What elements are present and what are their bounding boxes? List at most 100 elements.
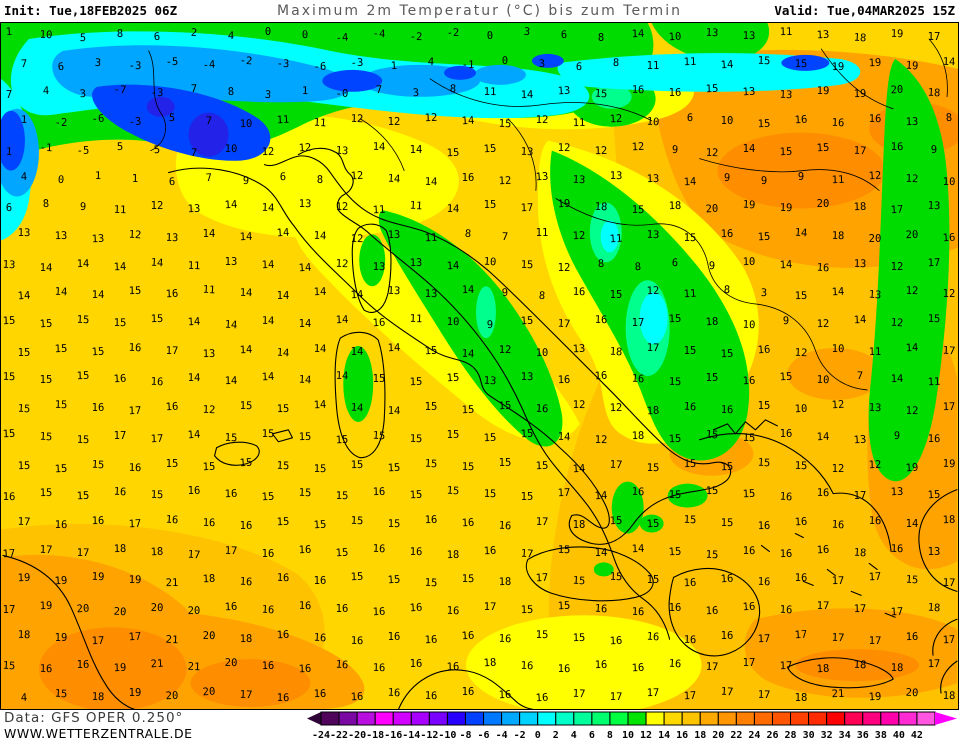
temp-value: 14 — [54, 285, 68, 299]
aegean-coastline — [698, 433, 892, 553]
temp-value: 8 — [612, 56, 620, 69]
temp-value: 16 — [261, 603, 275, 617]
temp-value: 16 — [313, 575, 327, 588]
temp-value: 15 — [609, 289, 623, 302]
italy-coastline — [168, 155, 732, 545]
temp-value: 13 — [890, 485, 904, 499]
temp-value: 11 — [609, 232, 623, 246]
temp-value: 16 — [794, 113, 808, 127]
temp-value: 14 — [461, 284, 475, 297]
temp-value: 18 — [853, 31, 867, 45]
svg-text:-20: -20 — [348, 730, 366, 741]
temp-value: 19 — [905, 59, 919, 73]
temp-value: 17 — [609, 690, 623, 704]
temp-value: -4 — [372, 27, 386, 41]
temp-value: 8 — [723, 284, 731, 297]
temp-value: 18 — [572, 518, 586, 531]
temp-value: 15 — [350, 571, 364, 584]
temp-value: 12 — [572, 398, 586, 412]
svg-text:18: 18 — [694, 730, 706, 741]
temp-value: 16 — [313, 687, 327, 701]
temp-value: 12 — [594, 144, 608, 157]
temp-value: 14 — [794, 226, 808, 240]
temp-value: 7 — [501, 230, 509, 243]
temp-value: 19 — [128, 687, 142, 700]
temp-value: 19 — [54, 631, 68, 644]
temp-value: 16 — [387, 630, 401, 643]
temp-value: 14 — [683, 175, 697, 188]
temp-value: 16 — [424, 633, 438, 646]
svg-text:-2: -2 — [514, 730, 526, 741]
temp-value: 18 — [646, 404, 660, 418]
temp-value: 6 — [279, 170, 287, 183]
temp-value: 14 — [424, 175, 438, 188]
temp-value: 9 — [708, 259, 716, 272]
temp-value: 16 — [631, 605, 645, 619]
temp-value: 15 — [631, 204, 645, 217]
temp-value: 16 — [668, 602, 682, 614]
svg-text:10: 10 — [622, 730, 634, 741]
temp-value: 12 — [890, 260, 904, 273]
temp-value: 16 — [113, 485, 127, 499]
temp-value: 15 — [779, 370, 793, 384]
temp-value: 15 — [609, 571, 623, 584]
temp-value: 15 — [705, 428, 719, 442]
temp-value: 12 — [557, 141, 571, 154]
temp-value: 13 — [705, 26, 719, 40]
temp-value: 15 — [742, 487, 756, 501]
svg-text:-14: -14 — [402, 730, 420, 741]
website-label: WWW.WETTERZENTRALE.DE — [4, 726, 193, 741]
svg-text:32: 32 — [821, 730, 833, 741]
temp-value: 19 — [17, 572, 31, 585]
temp-value: 11 — [424, 231, 438, 245]
chalkidiki-coastline — [712, 419, 778, 435]
temp-value: -2 — [239, 54, 253, 68]
temp-value: 18 — [831, 229, 845, 243]
temp-value: 7 — [190, 83, 198, 96]
temp-value: -2 — [446, 26, 460, 40]
temp-value: 13 — [572, 173, 586, 186]
temp-value: 18 — [594, 200, 608, 214]
temp-value: 15 — [150, 488, 164, 502]
temp-value: 17 — [187, 548, 201, 562]
temp-value: 14 — [91, 289, 105, 302]
svg-text:6: 6 — [589, 730, 595, 741]
temp-value: 14 — [17, 289, 31, 303]
temp-value: 14 — [853, 313, 867, 327]
temp-value: 15 — [498, 456, 512, 469]
temp-value: 10 — [720, 115, 734, 128]
temp-value: 15 — [224, 431, 238, 445]
temp-value: 13 — [535, 170, 549, 183]
temp-value: 12 — [572, 229, 586, 243]
temp-value: 19 — [905, 461, 919, 474]
temp-value: -6 — [91, 112, 105, 126]
temp-value: 16 — [298, 663, 312, 676]
temp-value: 13 — [483, 375, 497, 388]
temp-value: 15 — [39, 430, 53, 444]
temp-value: 13 — [646, 228, 660, 242]
temp-value: 10 — [742, 318, 756, 332]
temp-value: 12 — [609, 401, 623, 415]
svg-text:-4: -4 — [496, 730, 508, 741]
temp-value: 8 — [316, 173, 324, 186]
temp-value: 16 — [298, 543, 312, 556]
temp-value: 16 — [128, 461, 142, 474]
temp-value: 8 — [227, 86, 235, 99]
temp-value: 17 — [890, 605, 904, 619]
temp-value: 14 — [905, 341, 919, 355]
temp-value: 13 — [520, 371, 534, 384]
temp-value: 14 — [520, 89, 534, 102]
temp-value: 7 — [856, 370, 864, 383]
temp-value: 10 — [742, 255, 756, 268]
temp-value: -2 — [54, 117, 68, 130]
svg-text:24: 24 — [748, 730, 760, 741]
temp-value: 14 — [150, 256, 164, 270]
temp-value: 6 — [168, 175, 176, 188]
temp-value: 7 — [205, 171, 213, 184]
temp-value: 16 — [76, 659, 90, 672]
temp-value: 16 — [165, 287, 179, 301]
temp-value: 17 — [2, 604, 16, 616]
temp-value: 16 — [335, 658, 349, 672]
temp-value: -5 — [165, 55, 179, 68]
temp-value: 11 — [868, 345, 882, 358]
